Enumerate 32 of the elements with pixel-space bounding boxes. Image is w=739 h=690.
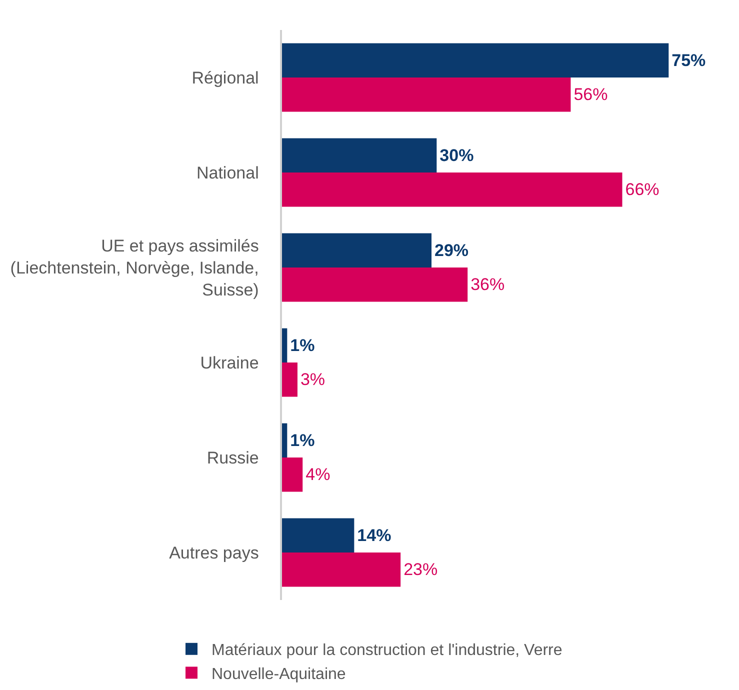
- data-label: 3%: [300, 370, 326, 390]
- bar: [282, 362, 298, 397]
- data-label: 66%: [625, 180, 660, 200]
- y-tick-label: Ukraine: [200, 353, 259, 372]
- bar: [282, 518, 354, 552]
- data-label: 36%: [470, 275, 505, 294]
- y-tick-label: National: [196, 163, 259, 182]
- bar: [282, 233, 432, 268]
- bar: [282, 458, 303, 492]
- data-label: 75%: [672, 50, 706, 70]
- y-tick-label: UE et pays assimilés (Liechtenstein, Norvège, Islande, Suisse): [10, 236, 259, 300]
- y-tick-label: Régional: [192, 68, 259, 88]
- data-label: 56%: [574, 85, 608, 104]
- legend-label: Nouvelle-Aquitaine: [212, 666, 346, 683]
- data-label: 23%: [404, 560, 438, 580]
- data-label: 30%: [440, 146, 474, 165]
- y-tick-label: Russie: [206, 448, 259, 468]
- bar: [282, 78, 571, 112]
- y-tick-label: Autres pays: [169, 543, 259, 562]
- bar: [282, 552, 401, 587]
- data-label: 1%: [290, 336, 315, 355]
- bar: [282, 268, 468, 302]
- data-label: 1%: [290, 430, 315, 450]
- bar: [282, 138, 437, 172]
- bar: [282, 328, 288, 362]
- bar: [282, 172, 622, 207]
- bar: [282, 423, 288, 458]
- data-label: 14%: [357, 526, 392, 545]
- data-label: 29%: [434, 240, 469, 260]
- bar: [282, 43, 669, 78]
- legend-label: Matériaux pour la construction et l'industrie, Verre: [212, 642, 562, 660]
- data-label: 4%: [306, 465, 330, 484]
